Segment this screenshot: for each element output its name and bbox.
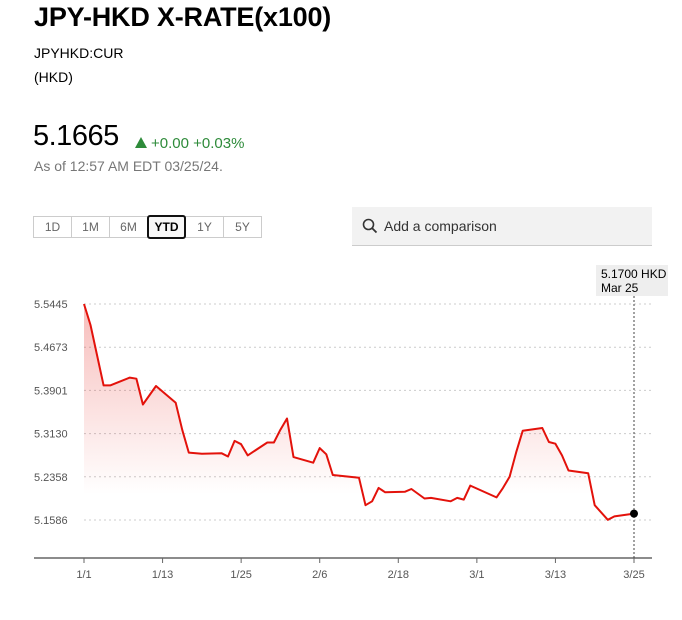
x-tick-label: 3/1 — [469, 569, 484, 581]
price-chart[interactable]: 5.5445 5.4673 5.3901 5.3130 5.2358 5.1586 1/1 1… — [0, 255, 682, 595]
range-ytd[interactable]: YTD — [147, 215, 186, 239]
as-of-timestamp: As of 12:57 AM EDT 03/25/24. — [34, 158, 223, 174]
area-fill — [84, 304, 634, 558]
search-placeholder: Add a comparison — [384, 218, 497, 234]
price-change: +0.00 +0.03% — [135, 135, 244, 152]
price: 5.1665 — [33, 120, 119, 152]
x-tick-label: 1/25 — [230, 569, 251, 581]
y-tick-label: 5.5445 — [34, 299, 68, 311]
range-1m[interactable]: 1M — [71, 216, 110, 238]
y-tick-label: 5.4673 — [34, 342, 68, 354]
x-tick-label: 2/18 — [388, 569, 409, 581]
range-1y[interactable]: 1Y — [185, 216, 224, 238]
up-arrow-icon — [135, 137, 147, 148]
change-value: +0.00 — [151, 135, 189, 152]
range-selector: 1D 1M 6M YTD 1Y 5Y — [33, 215, 262, 239]
x-tick-label: 3/13 — [545, 569, 566, 581]
tooltip-value: 5.1700 HKD — [601, 267, 667, 281]
y-tick-label: 5.2358 — [34, 472, 68, 484]
y-tick-label: 5.3901 — [34, 385, 68, 397]
change-percent: +0.03% — [193, 135, 245, 152]
page-title: JPY-HKD X-RATE(x100) — [34, 2, 332, 32]
search-icon — [362, 218, 378, 234]
y-tick-label: 5.3130 — [34, 429, 68, 441]
range-1d[interactable]: 1D — [33, 216, 72, 238]
currency-label: (HKD) — [34, 69, 73, 85]
price-line — [83, 303, 635, 521]
chart-tooltip: 5.1700 HKD Mar 25 — [596, 265, 668, 296]
range-5y[interactable]: 5Y — [223, 216, 262, 238]
x-tick-label: 2/6 — [312, 569, 327, 581]
range-6m[interactable]: 6M — [109, 216, 148, 238]
ticker-symbol: JPYHKD:CUR — [34, 45, 124, 61]
tooltip-date: Mar 25 — [601, 281, 639, 295]
comparison-search[interactable]: Add a comparison — [352, 207, 652, 246]
hover-marker — [630, 509, 638, 518]
x-tick-label: 3/25 — [623, 569, 644, 581]
y-tick-label: 5.1586 — [34, 515, 68, 527]
x-tick-label: 1/1 — [76, 569, 91, 581]
x-tick-label: 1/13 — [152, 569, 173, 581]
